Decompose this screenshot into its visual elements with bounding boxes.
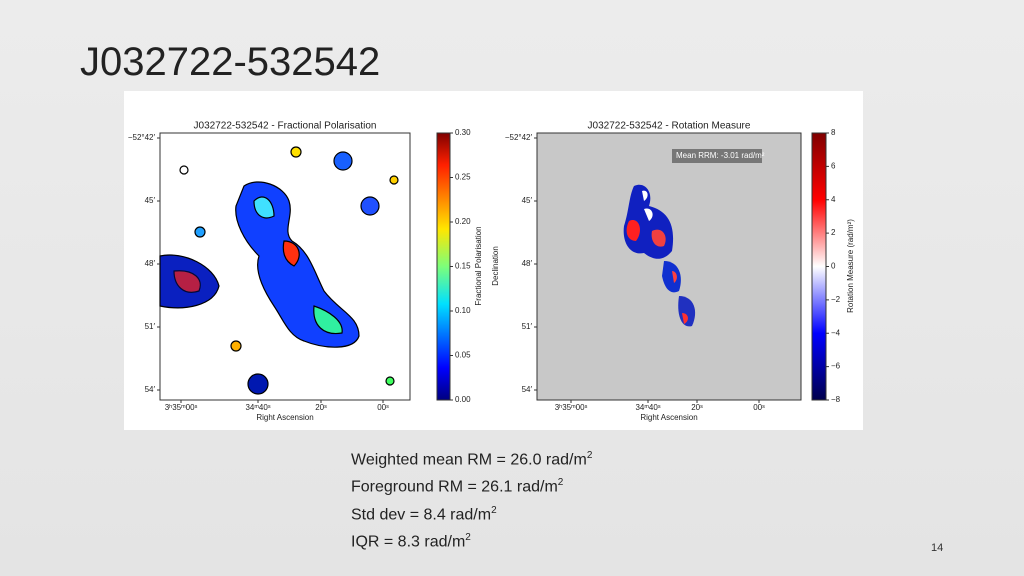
stat-line: IQR = 8.3 rad/m2: [351, 526, 592, 553]
stat-line: Std dev = 8.4 rad/m2: [351, 499, 592, 526]
stat-text: Foreground RM = 26.1 rad/m: [351, 478, 558, 496]
stat-superscript: 2: [491, 504, 497, 516]
x-tick-label: 00ˢ: [377, 403, 389, 412]
colorbar-tick-label: 0.00: [455, 395, 471, 404]
rm-map: [623, 184, 696, 327]
y-axis-label: Declination: [491, 246, 500, 286]
colorbar-tick-label: 0.15: [455, 262, 471, 271]
colorbar-tick-label: 4: [831, 195, 836, 204]
y-tick-label: 51′: [145, 322, 156, 331]
stats: Weighted mean RM = 26.0 rad/m2 Foreground…: [351, 444, 592, 553]
colorbar-tick-label: 0.10: [455, 306, 471, 315]
x-tick-label: 20ˢ: [315, 403, 327, 412]
polarisation-map: [159, 146, 399, 395]
colorbar-tick-label: 0.25: [455, 173, 471, 182]
stat-text: Weighted mean RM = 26.0 rad/m: [351, 451, 587, 469]
colorbar: [436, 132, 451, 401]
colorbar-label: Fractional Polarisation: [474, 226, 483, 305]
stat-superscript: 2: [465, 531, 471, 543]
colorbar-tick-label: 0: [831, 262, 836, 271]
x-axis-label: Right Ascension: [640, 413, 697, 422]
x-axis-label: Right Ascension: [256, 413, 313, 422]
colorbar-tick-label: 0.20: [455, 217, 471, 226]
y-tick-label: 48′: [522, 259, 533, 268]
colorbar-tick-label: −8: [831, 395, 841, 404]
colorbar-tick-label: 2: [831, 228, 836, 237]
stat-superscript: 2: [586, 450, 593, 461]
figure: J032722-532542 - Fractional Polarisation…: [124, 91, 863, 430]
panel-title: J032722-532542 - Fractional Polarisation: [194, 121, 377, 132]
y-tick-label: 51′: [522, 322, 533, 331]
x-tick-label: 3ʰ35ᵐ00ˢ: [555, 403, 588, 412]
y-tick-label: 54′: [145, 385, 156, 394]
colorbar-tick-label: 6: [831, 161, 836, 170]
annotation: Mean RRM: -3.01 rad/m²: [676, 151, 765, 160]
y-tick-label: 54′: [522, 385, 533, 394]
y-tick-label: 45′: [145, 196, 156, 205]
stat-line: Foreground RM = 26.1 rad/m2: [351, 471, 592, 498]
x-tick-label: 20ˢ: [691, 403, 703, 412]
colorbar-tick-label: −2: [831, 295, 841, 304]
slide-title: J032722-532542: [80, 40, 381, 84]
stat-superscript: 2: [557, 477, 564, 489]
panel-title: J032722-532542 - Rotation Measure: [588, 121, 751, 132]
x-tick-label: 34ᵐ40ˢ: [245, 403, 270, 412]
x-tick-label: 34ᵐ40ˢ: [635, 403, 660, 412]
page-number: 14: [931, 542, 944, 554]
colorbar-label: Rotation Measure (rad/m²): [846, 219, 855, 313]
stat-line: Weighted mean RM = 26.0 rad/m2: [351, 444, 592, 471]
y-tick-label: 45′: [522, 196, 533, 205]
stat-text: Std dev = 8.4 rad/m: [351, 505, 492, 523]
colorbar-tick-label: 0.30: [455, 128, 471, 137]
colorbar-tick-label: 8: [831, 128, 836, 137]
y-tick-label: 48′: [145, 259, 156, 268]
stat-text: IQR = 8.3 rad/m: [351, 533, 466, 551]
colorbar: [811, 132, 827, 401]
colorbar-tick-label: 0.05: [455, 351, 471, 360]
y-tick-label: −52°42′: [505, 133, 533, 142]
x-tick-label: 00ˢ: [753, 403, 765, 412]
colorbar-tick-label: −6: [831, 362, 841, 371]
colorbar-tick-label: −4: [831, 328, 841, 337]
annotation-box: [672, 149, 762, 163]
x-tick-label: 3ʰ35ᵐ00ˢ: [165, 403, 198, 412]
y-tick-label: −52°42′: [128, 133, 156, 142]
